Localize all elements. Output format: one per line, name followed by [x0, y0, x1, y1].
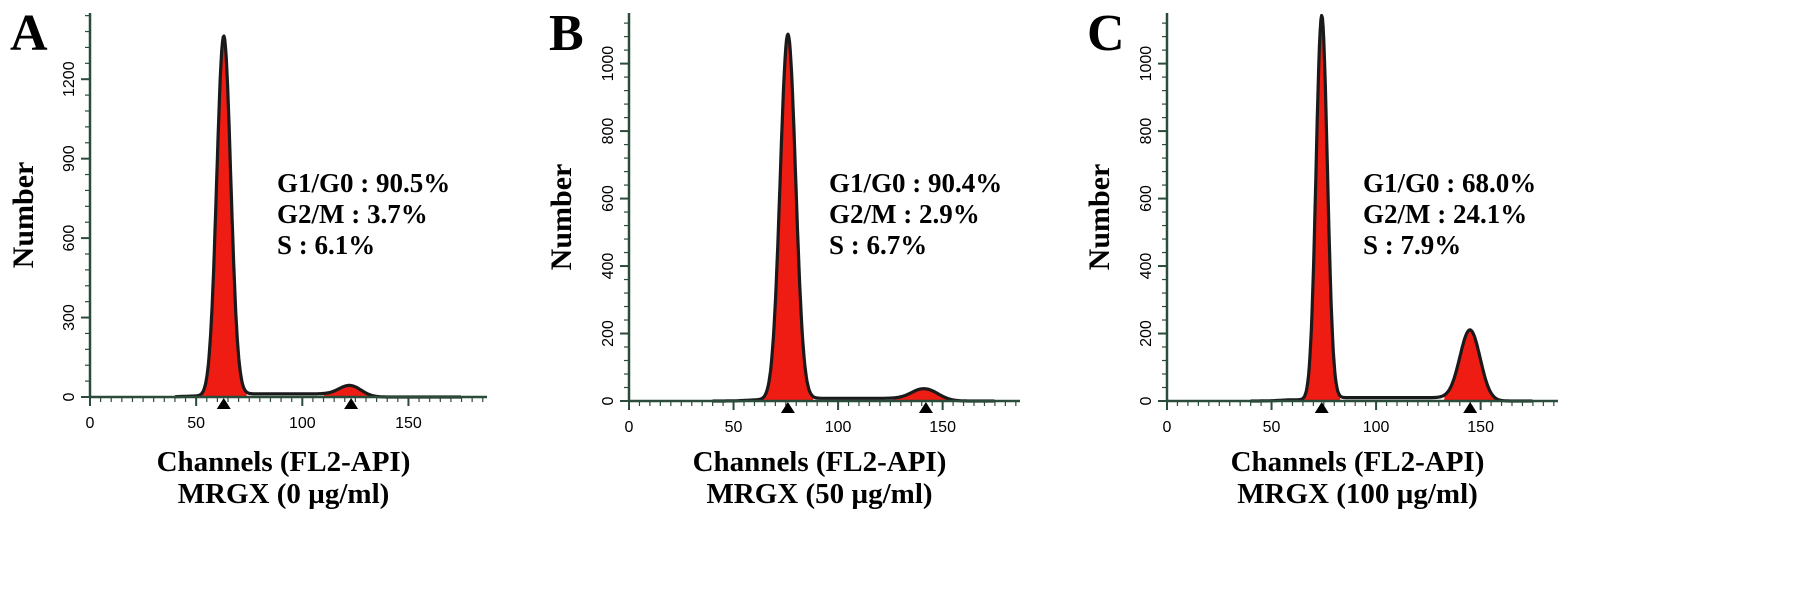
phase-stat-1: G2/M : 24.1%	[1363, 199, 1527, 229]
y-tick-label: 600	[600, 185, 617, 212]
panel-label: C	[1087, 5, 1125, 62]
g2m-peak-fill	[893, 388, 959, 401]
y-tick-label: 400	[1138, 253, 1155, 280]
y-tick-label: 200	[1138, 320, 1155, 347]
x-tick-label: 150	[395, 415, 422, 432]
g1-peak-fill	[200, 36, 247, 397]
y-tick-label: 800	[1138, 118, 1155, 145]
histogram-panel-a: 0 300 600 900 1200 0 50 100 150 A Number G1/G0 : 90…	[0, 0, 598, 591]
x-axis-label: Channels (FL2-API)	[1231, 446, 1485, 478]
g2m-peak-fill	[1444, 329, 1497, 401]
histogram-c-svg: 0 200 400 600 800 1000 0 50 100 150 C Number G1/G0 :…	[1083, 5, 1558, 510]
y-axis-label: Number	[1083, 164, 1116, 271]
histogram-a-svg: 0 300 600 900 1200 0 50 100 150 A Number G1/G0 : 90…	[7, 5, 487, 510]
peak-marker-icon	[1314, 402, 1329, 413]
y-tick-label: 200	[600, 320, 617, 347]
g1-peak-fill	[1303, 15, 1341, 401]
histogram-outline	[711, 32, 996, 403]
y-tick-label: 800	[600, 118, 617, 145]
phase-stat-2: S : 6.7%	[829, 230, 927, 260]
x-tick-label: 100	[825, 419, 852, 436]
phase-stat-2: S : 6.1%	[277, 230, 375, 260]
phase-stat-2: S : 7.9%	[1363, 230, 1461, 260]
peak-marker-icon	[918, 402, 933, 413]
x-tick-label: 150	[929, 419, 956, 436]
x-tick-label: 0	[1163, 419, 1172, 436]
x-tick-label: 0	[86, 415, 95, 432]
peak-marker-icon	[1463, 402, 1478, 413]
y-tick-label: 900	[61, 145, 78, 172]
phase-stat-0: G1/G0 : 90.5%	[277, 168, 450, 198]
condition-label: MRGX (0 µg/ml)	[178, 478, 390, 510]
phase-stat-0: G1/G0 : 68.0%	[1363, 168, 1536, 198]
phase-stat-1: G2/M : 2.9%	[829, 199, 980, 229]
y-tick-label: 0	[1138, 396, 1155, 405]
histogram-panel-c: 0 200 400 600 800 1000 0 50 100 150 C Number G1/G0 :…	[1075, 0, 1673, 591]
y-tick-label: 1200	[61, 61, 78, 97]
x-tick-label: 0	[625, 419, 634, 436]
histogram-panel-b: 0 200 400 600 800 1000 0 50 100 150 B Number G1/G0 :…	[537, 0, 1135, 591]
peak-marker-icon	[344, 398, 359, 409]
y-tick-label: 1000	[1138, 46, 1155, 82]
y-tick-label: 300	[61, 304, 78, 331]
x-tick-label: 150	[1467, 419, 1494, 436]
x-tick-label: 100	[289, 415, 316, 432]
y-tick-label: 0	[600, 396, 617, 405]
histogram-b-svg: 0 200 400 600 800 1000 0 50 100 150 B Number G1/G0 :…	[545, 5, 1020, 510]
phase-stat-0: G1/G0 : 90.4%	[829, 168, 1002, 198]
peak-marker-icon	[216, 398, 231, 409]
g1-peak-fill	[762, 34, 814, 401]
y-tick-label: 1000	[600, 46, 617, 82]
condition-label: MRGX (50 µg/ml)	[706, 478, 932, 510]
x-tick-label: 50	[187, 415, 205, 432]
y-axis-label: Number	[545, 164, 578, 271]
panel-label: B	[549, 5, 584, 62]
x-tick-label: 50	[1263, 419, 1281, 436]
y-tick-label: 600	[61, 225, 78, 252]
x-tick-label: 100	[1363, 419, 1390, 436]
x-tick-label: 50	[725, 419, 743, 436]
panel-label: A	[10, 5, 48, 62]
condition-label: MRGX (100 µg/ml)	[1237, 478, 1478, 510]
y-axis-label: Number	[7, 162, 40, 269]
y-tick-label: 600	[1138, 185, 1155, 212]
phase-stat-1: G2/M : 3.7%	[277, 199, 428, 229]
x-axis-label: Channels (FL2-API)	[157, 446, 411, 478]
y-tick-label: 0	[61, 392, 78, 401]
y-tick-label: 400	[600, 253, 617, 280]
x-axis-label: Channels (FL2-API)	[693, 446, 947, 478]
peak-marker-icon	[780, 402, 795, 413]
